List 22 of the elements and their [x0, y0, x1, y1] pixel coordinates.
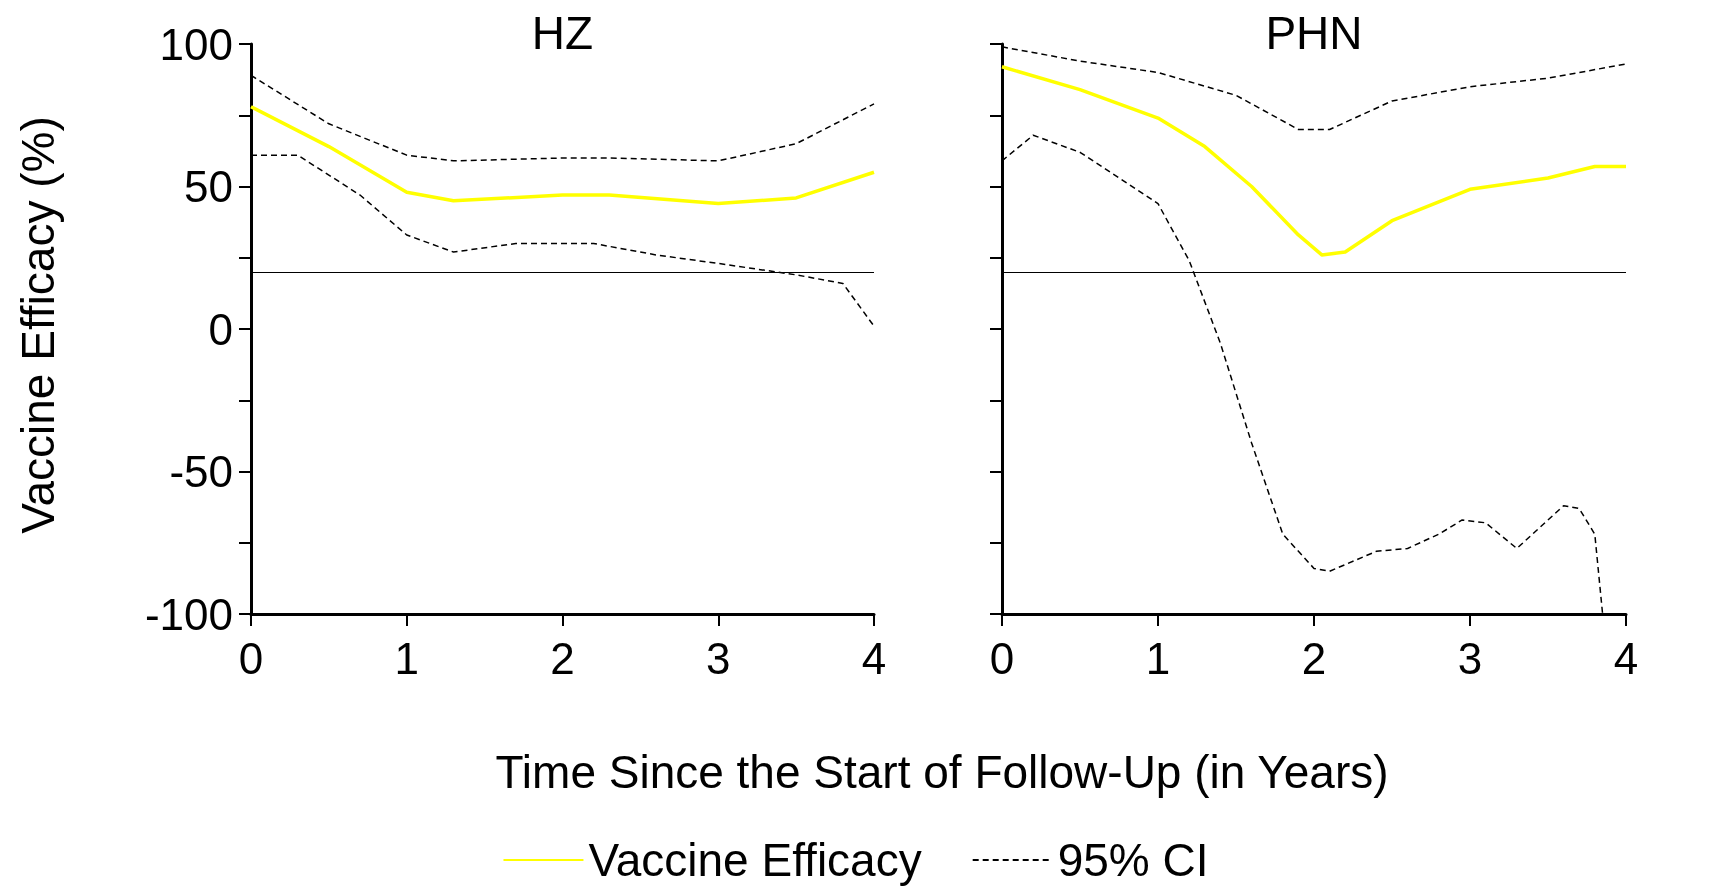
chart-title: HZ — [531, 7, 594, 59]
y-axis-title: Vaccine Efficacy (%) — [12, 116, 64, 534]
x-tick-label: 0 — [989, 633, 1015, 683]
x-tick-label: 4 — [1613, 633, 1639, 683]
x-tick-label: 1 — [394, 633, 419, 683]
x-tick-label: 2 — [1301, 633, 1327, 683]
y-tick-label: -100 — [144, 589, 233, 639]
y-tick-label: -50 — [169, 447, 233, 496]
legend-label: 95% CI — [1057, 834, 1209, 886]
legend-label: Vaccine Efficacy — [588, 834, 922, 886]
y-tick-label: 50 — [184, 162, 233, 211]
x-axis-title: Time Since the Start of Follow-Up (in Years) — [495, 746, 1389, 798]
chart-title: PHN — [1265, 7, 1363, 59]
x-tick-label: 4 — [861, 633, 887, 683]
x-tick-label: 0 — [238, 633, 264, 683]
x-tick-label: 3 — [1457, 633, 1483, 683]
x-tick-label: 1 — [1145, 633, 1171, 683]
y-tick-label: 100 — [159, 19, 233, 69]
x-tick-label: 2 — [550, 633, 575, 683]
x-tick-label: 3 — [706, 633, 731, 683]
y-tick-label: 0 — [208, 304, 233, 354]
line-series — [249, 104, 876, 206]
